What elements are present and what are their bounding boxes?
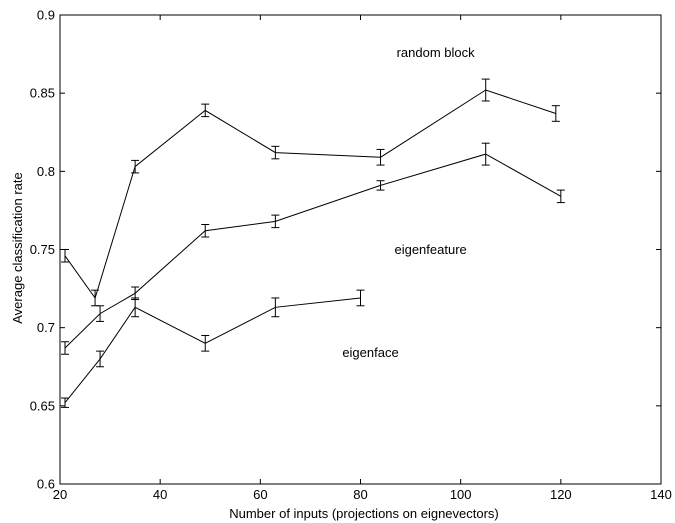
x-tick-label: 40 [153,487,167,502]
plot-area [59,14,662,485]
x-tick-label: 100 [450,487,472,502]
y-tick-label: 0.6 [37,477,55,492]
error-bar [91,289,100,307]
annotation-label: eigenface [342,345,398,360]
annotation-label: random block [397,45,476,60]
x-tick-label: 120 [550,487,572,502]
error-bar [551,105,560,122]
annotations: random block eigenfeature eigenface [342,45,475,360]
error-bar [201,334,210,352]
x-tick-label: 60 [253,487,267,502]
plot-frame [59,14,662,485]
error-bar [271,297,280,318]
series-lines [61,78,565,408]
error-bar [201,103,210,118]
error-bar [201,223,210,238]
x-tick-label: 80 [353,487,367,502]
y-tick-label: 0.85 [30,86,55,101]
error-bar [376,180,385,191]
annotation-label: eigenfeature [394,242,466,257]
error-bar [556,189,565,204]
error-bar [131,297,140,318]
y-tick-label: 0.8 [37,164,55,179]
error-bar [96,305,105,322]
error-bar [131,159,140,174]
error-bar [271,145,280,160]
series-eigenface [61,289,365,408]
error-bar [481,142,490,166]
series-line [64,153,562,349]
y-tick-label: 0.65 [30,398,55,413]
series-line [64,297,361,404]
error-bar [481,78,490,102]
x-tick-label: 20 [53,487,67,502]
series-eigenfeature [61,142,565,355]
x-axis-label: Number of inputs (projections on eigneve… [229,506,499,521]
error-bar [61,397,70,408]
axis-ticks: 20 40 60 80 100 120 140 0.6 0.65 0.7 0.75 0.8 0.85 0.… [30,8,672,503]
y-tick-label: 0.75 [30,242,55,257]
error-bar [96,350,105,368]
y-tick-label: 0.7 [37,320,55,335]
error-bar [61,341,70,355]
y-tick-label: 0.9 [37,8,55,23]
series-random-block [61,78,560,307]
error-bar [61,249,70,263]
y-axis-label: Average classification rate [10,172,25,324]
error-bar [356,289,365,307]
x-tick-label: 140 [650,487,672,502]
error-bar [376,148,385,166]
error-bar [271,214,280,229]
series-line [64,89,556,300]
